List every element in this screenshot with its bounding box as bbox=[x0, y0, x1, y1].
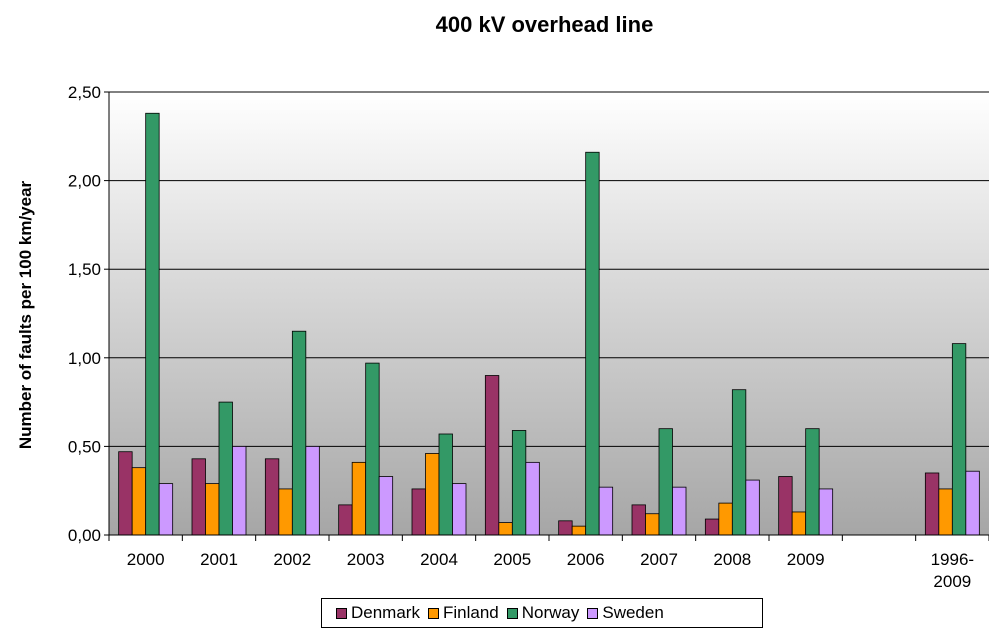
bar-denmark-2007 bbox=[631, 504, 646, 536]
x-tick-label: 2008 bbox=[713, 550, 751, 569]
x-tick-label: 2000 bbox=[127, 550, 165, 569]
y-tick-label: 0,50 bbox=[68, 437, 101, 456]
bar-sweden-2001 bbox=[232, 445, 247, 536]
bar-finland-2007 bbox=[645, 513, 660, 536]
bar-norway-2006 bbox=[585, 151, 600, 536]
x-tick-label: 2002 bbox=[273, 550, 311, 569]
bar-finland-2003 bbox=[351, 461, 367, 536]
bar-norway-2008 bbox=[731, 389, 747, 536]
bar-finland-1996-2009 bbox=[938, 488, 953, 536]
x-tick-label: 2005 bbox=[493, 550, 531, 569]
legend-label: Norway bbox=[521, 603, 580, 622]
bar-finland-2009 bbox=[791, 511, 807, 536]
bar-norway-2007 bbox=[658, 428, 673, 536]
legend-item-finland: Finland bbox=[427, 603, 499, 623]
legend-label: Finland bbox=[442, 603, 499, 622]
bar-norway-2001 bbox=[218, 401, 233, 536]
legend-item-norway: Norway bbox=[506, 603, 580, 623]
x-tick-label: 2007 bbox=[640, 550, 678, 569]
bar-denmark-2003 bbox=[338, 504, 353, 536]
bar-norway-2000 bbox=[145, 112, 160, 536]
bar-norway-1996-2009 bbox=[951, 343, 967, 536]
bar-denmark-2002 bbox=[264, 458, 280, 536]
y-tick-label: 0,00 bbox=[68, 526, 101, 545]
bar-finland-2000 bbox=[131, 467, 147, 536]
bar-denmark-2000 bbox=[118, 451, 133, 536]
bar-sweden-2002 bbox=[305, 445, 320, 536]
y-tick-label: 1,00 bbox=[68, 349, 101, 368]
legend-label: Denmark bbox=[351, 603, 420, 622]
bar-finland-2005 bbox=[498, 522, 513, 536]
bar-sweden-1996-2009 bbox=[965, 470, 980, 536]
bar-denmark-2008 bbox=[704, 518, 720, 536]
x-tick-label: 1996- bbox=[931, 550, 974, 569]
x-tick-label: 2003 bbox=[347, 550, 385, 569]
y-tick-label: 2,00 bbox=[68, 172, 101, 191]
legend-swatch bbox=[506, 607, 518, 619]
bar-finland-2006 bbox=[571, 525, 587, 536]
x-tick-label: 2006 bbox=[567, 550, 605, 569]
bar-denmark-2005 bbox=[484, 375, 500, 536]
bar-finland-2004 bbox=[425, 453, 440, 536]
bar-finland-2002 bbox=[278, 488, 293, 536]
legend-item-denmark: Denmark bbox=[336, 603, 420, 623]
bar-norway-2004 bbox=[438, 433, 453, 536]
bar-denmark-2001 bbox=[191, 458, 206, 536]
bar-sweden-2007 bbox=[672, 486, 687, 536]
legend-swatch bbox=[336, 607, 347, 619]
y-tick-label: 2,50 bbox=[68, 83, 101, 102]
x-tick-label: 2009 bbox=[933, 572, 971, 591]
bar-sweden-2004 bbox=[452, 483, 467, 536]
bar-denmark-2009 bbox=[778, 476, 793, 536]
bar-sweden-2006 bbox=[598, 486, 614, 536]
bar-denmark-2006 bbox=[558, 520, 573, 536]
plot-area bbox=[109, 92, 989, 535]
x-tick-label: 2009 bbox=[787, 550, 825, 569]
bar-norway-2003 bbox=[365, 362, 380, 536]
legend-label: Sweden bbox=[602, 603, 664, 622]
bar-finland-2008 bbox=[718, 502, 733, 536]
bar-chart: 0,00 0,50 1,00 1,50 2,00 2,50 2000 2001 2002 2003… bbox=[68, 83, 989, 591]
chart-title: 400 kV overhead line bbox=[435, 12, 654, 37]
bar-sweden-2009 bbox=[818, 488, 834, 536]
bar-sweden-2005 bbox=[525, 461, 540, 536]
bar-norway-2005 bbox=[511, 430, 527, 536]
y-tick-label: 1,50 bbox=[68, 260, 101, 279]
x-tick-label: 2004 bbox=[420, 550, 458, 569]
legend-swatch bbox=[427, 607, 439, 619]
legend-item-sweden: Sweden bbox=[587, 603, 664, 623]
bar-finland-2001 bbox=[205, 483, 220, 536]
bar-norway-2002 bbox=[291, 330, 307, 536]
bar-denmark-1996-2009 bbox=[924, 472, 940, 536]
legend-swatch bbox=[587, 607, 599, 619]
bar-denmark-2004 bbox=[411, 488, 426, 536]
x-tick-label: 2001 bbox=[200, 550, 238, 569]
bar-sweden-2000 bbox=[158, 483, 174, 536]
bar-sweden-2008 bbox=[745, 479, 760, 536]
bar-norway-2009 bbox=[805, 428, 820, 536]
legend: Denmark Finland Norway Sweden bbox=[321, 598, 763, 628]
bar-sweden-2003 bbox=[378, 476, 394, 536]
